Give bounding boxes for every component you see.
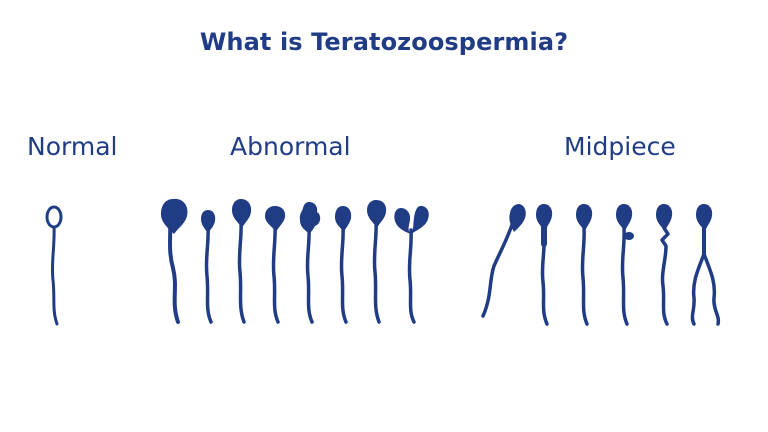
page-title: What is Teratozoospermia?	[199, 28, 569, 56]
sperm-abnormal-large-head	[160, 198, 188, 324]
sperm-midpiece-split-tail	[690, 204, 721, 326]
group-label-normal: Normal	[27, 132, 118, 161]
sperm-abnormal-tapered-head	[335, 206, 352, 324]
sperm-midpiece-kinked	[656, 204, 673, 326]
group-label-abnormal: Abnormal	[230, 132, 351, 161]
sperm-abnormal-round-head	[232, 199, 252, 324]
sperm-midpiece-bent	[481, 204, 526, 318]
sperm-abnormal-pear-head	[265, 206, 286, 324]
sperm-midpiece-thick	[536, 204, 553, 326]
sperm-abnormal-lobed-head	[299, 202, 321, 324]
sperm-midpiece-droplet	[616, 204, 634, 326]
sperm-midpiece-narrow	[576, 204, 593, 326]
group-label-midpiece: Midpiece	[564, 132, 676, 161]
sperm-abnormal-double-head	[394, 205, 429, 324]
sperm-abnormal-small-head	[201, 210, 216, 324]
sperm-head-oval	[45, 205, 63, 229]
sperm-normal	[45, 205, 63, 326]
sperm-tail	[50, 224, 59, 326]
sperm-abnormal-round-head-2	[367, 200, 387, 324]
